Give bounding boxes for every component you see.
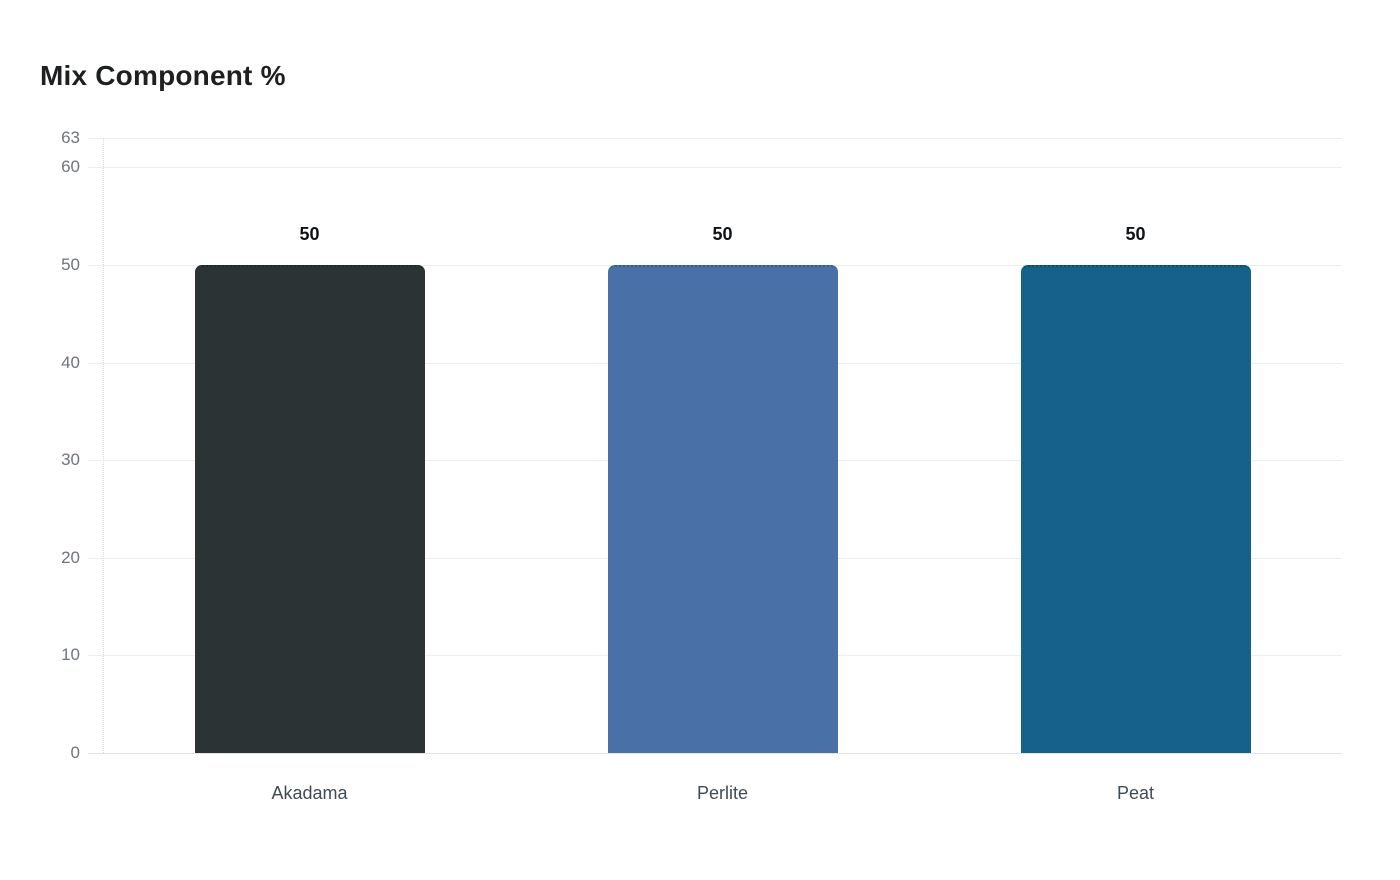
y-axis-tick-20: 20: [61, 547, 80, 567]
y-axis-tick-10: 10: [61, 645, 80, 665]
x-axis-label-perlite: Perlite: [696, 783, 749, 803]
bar-akadama: [194, 264, 425, 753]
y-axis-tick-0: 0: [70, 743, 80, 762]
y-axis-tick-30: 30: [61, 450, 80, 470]
gridline-0: [88, 753, 1342, 754]
y-axis-tick-40: 40: [61, 352, 80, 372]
bar-value-label-akadama: 50: [299, 223, 320, 244]
chart-title: Mix Component %: [40, 60, 286, 91]
bar-value-label-perlite: 50: [712, 223, 733, 244]
bar-perlite: [607, 264, 838, 753]
gridline-60: [88, 167, 1342, 169]
y-axis-tick-50: 50: [61, 254, 80, 274]
y-axis-tick-60: 60: [61, 157, 80, 177]
y-axis-line: [103, 138, 104, 753]
bar-value-label-peat: 50: [1125, 223, 1146, 244]
x-axis-label-akadama: Akadama: [271, 783, 348, 803]
y-axis-tick-63: 63: [61, 128, 80, 147]
x-axis-label-peat: Peat: [1116, 783, 1155, 803]
bar-peat: [1020, 264, 1251, 753]
gridline-63: [88, 138, 1342, 139]
